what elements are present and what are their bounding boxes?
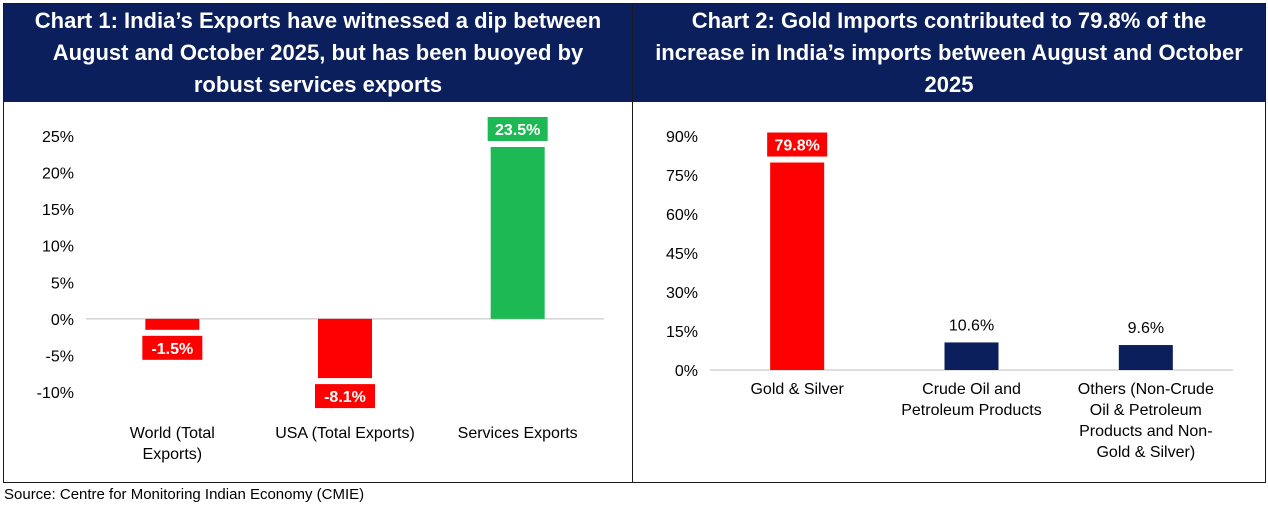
y-tick-label: 0% [675,363,698,380]
data-label-box [767,132,828,157]
bar [145,318,200,330]
y-tick-label: 5% [51,275,74,292]
chart-2-title: Chart 2: Gold Imports contributed to 79.… [633,4,1265,102]
chart-2-plot: 90% 75% 60% 45% 30% 15% 0% 79.8% Gold & Silver 10… [666,129,1233,461]
x-category-label: Petroleum Products [901,402,1042,419]
x-category-label: Oil & Petroleum [1090,402,1202,419]
data-label: 23.5% [495,122,540,139]
x-category-label: Crude Oil and [922,381,1021,398]
chart-1-title: Chart 1: India’s Exports have witnessed … [4,4,632,102]
y-tick-label: 15% [666,324,698,341]
chart-2-panel: Chart 2: Gold Imports contributed to 79.… [632,3,1266,483]
x-category-label: USA (Total Exports) [275,425,415,442]
bar [770,162,825,370]
x-category-label: Others (Non-Crude [1078,381,1214,398]
y-tick-label: 0% [51,312,74,329]
data-label: 10.6% [949,317,994,334]
data-label: 9.6% [1128,320,1164,337]
y-tick-label: 15% [42,202,74,219]
data-label-box [487,116,548,141]
data-label-box [315,384,375,409]
data-label-box [142,335,203,360]
x-category-label: Gold & Silver) [1096,444,1195,461]
y-tick-label: 60% [666,207,698,224]
chart-1-panel: Chart 1: India’s Exports have witnessed … [3,3,633,483]
x-category-label: Exports) [143,446,203,463]
y-tick-label: 30% [666,285,698,302]
x-category-label: Services Exports [458,425,578,442]
chart-1-plot: 25% 20% 15% 10% 5% 0% -5% -10% -1.5% World (Total… [37,116,604,463]
bar [318,318,372,379]
x-category-label: Gold & Silver [750,381,844,398]
y-tick-label: 75% [666,168,698,185]
x-category-label: Products and Non- [1079,423,1212,440]
y-tick-label: 90% [666,129,698,146]
bar [944,342,999,370]
y-tick-label: -5% [46,348,74,365]
bar [490,146,545,319]
y-tick-label: 45% [666,246,698,263]
data-label: 79.8% [774,138,819,155]
y-tick-label: 10% [42,239,74,256]
y-tick-label: 20% [42,166,74,183]
y-tick-label: 25% [42,129,74,146]
y-tick-label: -10% [37,385,74,402]
x-category-label: World (Total [130,425,215,442]
source-note: Source: Centre for Monitoring Indian Eco… [4,486,365,503]
data-label: -8.1% [324,389,366,406]
bar [1118,345,1173,370]
data-label: -1.5% [151,341,193,358]
